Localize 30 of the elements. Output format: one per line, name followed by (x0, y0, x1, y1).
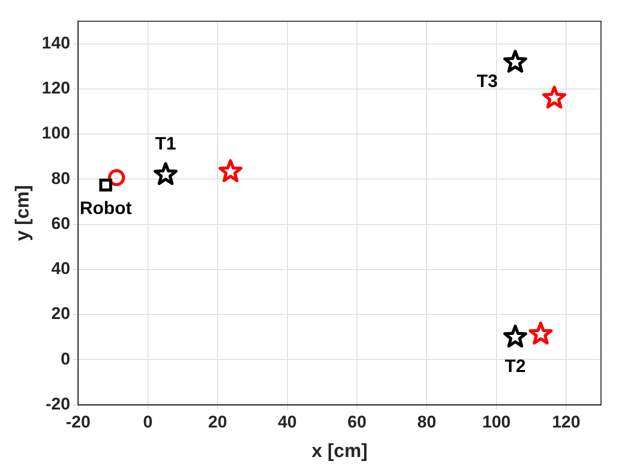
x-tick-label: 100 (482, 412, 511, 432)
x-axis-title: x [cm] (312, 440, 368, 462)
point (503, 50, 528, 73)
x-tick-label: -20 (66, 412, 90, 432)
y-tick-label: 100 (42, 124, 70, 143)
annotation: T3 (476, 71, 498, 92)
y-tick-label: 120 (42, 78, 70, 98)
x-tick-label: 60 (348, 412, 366, 432)
y-tick-label: 20 (51, 304, 70, 324)
point (542, 86, 566, 109)
y-tick-label: 140 (42, 33, 70, 52)
y-tick-label: 60 (51, 214, 70, 233)
x-tick-label: 120 (552, 412, 580, 432)
x-tick-label: 20 (208, 412, 228, 432)
y-tick-label: 80 (51, 168, 70, 188)
point (154, 162, 178, 186)
point (218, 159, 242, 182)
x-tick-label: 0 (143, 412, 153, 432)
y-axis-title: y [cm] (12, 185, 34, 241)
annotation: T2 (504, 356, 526, 376)
annotation: T1 (155, 134, 176, 154)
annotation: Robot (80, 198, 132, 218)
point (99, 178, 112, 192)
point (503, 324, 528, 348)
y-tick-label: -20 (46, 394, 70, 414)
x-tick-label: 40 (278, 412, 297, 432)
y-tick-label: 0 (60, 349, 70, 368)
point (528, 322, 553, 345)
x-tick-label: 80 (417, 412, 436, 432)
y-tick-label: 40 (51, 259, 70, 278)
